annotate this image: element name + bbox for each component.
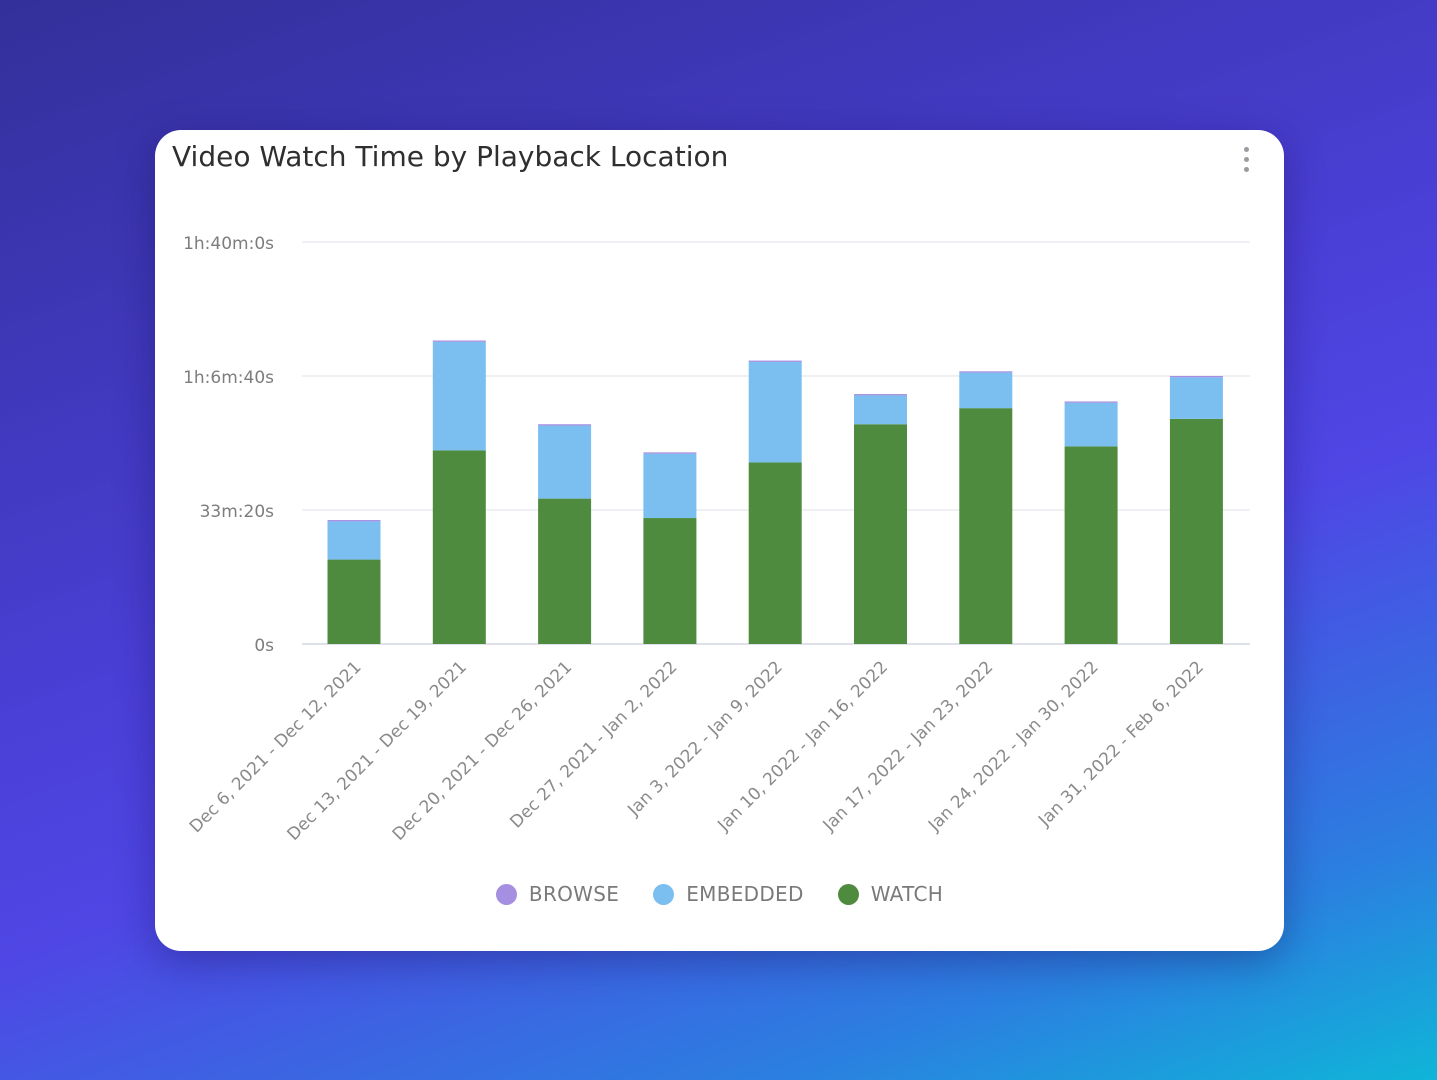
x-tick-label: Jan 31, 2022 - Feb 6, 2022 xyxy=(1034,657,1208,831)
bar-embedded xyxy=(1064,402,1118,447)
bar-watch xyxy=(1064,446,1118,644)
bar-watch xyxy=(432,450,486,644)
legend-label-browse: BROWSE xyxy=(528,882,620,906)
legend-item-watch[interactable]: WATCH xyxy=(837,882,944,906)
bar-embedded xyxy=(1169,377,1223,419)
legend-label-embedded: EMBEDDED xyxy=(686,882,804,906)
legend-swatch-browse xyxy=(495,883,517,905)
menu-dot xyxy=(1243,166,1249,172)
bar-browse xyxy=(1064,401,1118,403)
bar-embedded xyxy=(327,521,381,560)
x-tick-label: Dec 6, 2021 - Dec 12, 2021 xyxy=(186,657,366,837)
bar-browse xyxy=(327,520,381,522)
menu-dot xyxy=(1243,146,1249,152)
x-tick-label: Jan 10, 2022 - Jan 16, 2022 xyxy=(713,657,892,836)
chart-title: Video Watch Time by Playback Location xyxy=(172,140,729,173)
bar-embedded xyxy=(748,361,802,463)
bar-watch xyxy=(854,424,907,644)
bar-watch xyxy=(643,518,697,644)
bar-browse xyxy=(854,394,907,396)
bar-browse xyxy=(959,371,1013,373)
bar-browse xyxy=(432,340,486,342)
y-tick-label: 33m:20s xyxy=(200,502,275,522)
bar-browse xyxy=(748,360,802,362)
bar-watch xyxy=(959,408,1013,644)
bar-browse xyxy=(1169,376,1223,378)
x-tick-label: Jan 17, 2022 - Jan 23, 2022 xyxy=(819,657,998,836)
menu-dot xyxy=(1243,156,1249,162)
chart-card: Video Watch Time by Playback Location 0s… xyxy=(155,130,1284,951)
x-tick-label: Dec 20, 2021 - Dec 26, 2021 xyxy=(389,657,576,844)
bar-watch xyxy=(748,462,802,644)
bar-watch xyxy=(1169,418,1223,644)
legend-item-embedded[interactable]: EMBEDDED xyxy=(653,882,804,906)
y-tick-label: 1h:40m:0s xyxy=(183,234,274,254)
bar-browse xyxy=(643,452,697,454)
bar-embedded xyxy=(538,425,592,499)
legend-swatch-watch xyxy=(837,883,859,905)
bar-embedded xyxy=(432,341,486,451)
y-tick-label: 1h:6m:40s xyxy=(183,368,274,388)
legend-label-watch: WATCH xyxy=(870,882,944,906)
bar-chart: 0s 33m:20s 1h:6m:40s 1h:40m:0s Dec 6, 2021 -… xyxy=(183,234,1250,845)
y-tick-label: 0s xyxy=(254,636,274,656)
bar-embedded xyxy=(959,372,1013,409)
legend-swatch-embedded xyxy=(653,883,675,905)
bar-embedded xyxy=(643,453,697,519)
bar-embedded xyxy=(854,395,907,425)
bar-watch xyxy=(538,498,592,644)
x-tick-label: Dec 27, 2021 - Jan 2, 2022 xyxy=(506,657,681,832)
x-tick-label: Dec 13, 2021 - Dec 19, 2021 xyxy=(283,657,470,844)
legend-item-browse[interactable]: BROWSE xyxy=(495,882,620,906)
chart-legend: BROWSE EMBEDDED WATCH xyxy=(155,882,1284,906)
bar-watch xyxy=(327,559,381,644)
more-options-icon[interactable] xyxy=(1233,142,1259,176)
x-tick-label: Jan 24, 2022 - Jan 30, 2022 xyxy=(924,657,1103,836)
bar-browse xyxy=(538,424,592,426)
